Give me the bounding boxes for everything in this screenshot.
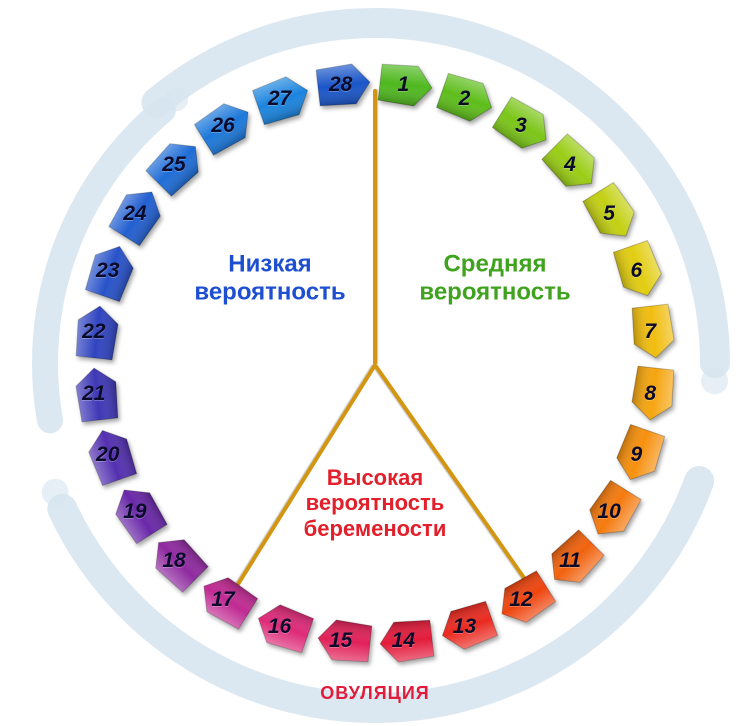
zone-low-label: Низкая вероятность (194, 250, 345, 305)
day-number: 11 (545, 539, 601, 583)
day-node: 13 (439, 605, 495, 649)
day-number: 22 (69, 310, 125, 354)
day-node: 16 (255, 605, 311, 649)
day-number: 24 (110, 192, 166, 236)
day-node: 26 (198, 104, 254, 148)
day-number: 15 (316, 619, 372, 663)
day-node: 7 (625, 310, 681, 354)
day-node: 4 (545, 143, 601, 187)
day-number: 8 (625, 372, 681, 416)
zone-medium-label: Средняя вероятность (419, 250, 570, 305)
day-node: 15 (316, 619, 372, 663)
day-node: 12 (496, 578, 552, 622)
day-node: 25 (149, 143, 205, 187)
day-node: 1 (378, 63, 434, 107)
day-node: 20 (83, 433, 139, 477)
day-node: 23 (83, 249, 139, 293)
day-number: 28 (316, 63, 372, 107)
cycle-diagram: 1 2 (55, 43, 695, 683)
day-number: 25 (149, 143, 205, 187)
day-number: 3 (496, 104, 552, 148)
day-number: 16 (255, 605, 311, 649)
day-node: 19 (110, 490, 166, 534)
day-number: 9 (611, 433, 667, 477)
day-node: 11 (545, 539, 601, 583)
day-node: 14 (378, 619, 434, 663)
day-node: 3 (496, 104, 552, 148)
day-number: 4 (545, 143, 601, 187)
day-node: 5 (584, 192, 640, 236)
day-number: 5 (584, 192, 640, 236)
day-node: 24 (110, 192, 166, 236)
day-number: 17 (198, 578, 254, 622)
day-number: 6 (611, 249, 667, 293)
day-number: 18 (149, 539, 205, 583)
day-number: 7 (625, 310, 681, 354)
day-number: 20 (83, 433, 139, 477)
day-number: 12 (496, 578, 552, 622)
day-node: 21 (69, 372, 125, 416)
day-number: 14 (378, 619, 434, 663)
day-number: 27 (255, 77, 311, 121)
day-number: 13 (439, 605, 495, 649)
day-number: 19 (110, 490, 166, 534)
day-number: 1 (378, 63, 434, 107)
zone-high-label: Высокая вероятность беремености (304, 465, 447, 541)
day-number: 2 (439, 77, 495, 121)
divider-line (373, 89, 377, 365)
day-node: 10 (584, 490, 640, 534)
ovulation-label: ОВУЛЯЦИЯ (320, 683, 429, 704)
day-node: 28 (316, 63, 372, 107)
day-node: 27 (255, 77, 311, 121)
day-node: 17 (198, 578, 254, 622)
day-node: 8 (625, 372, 681, 416)
day-number: 23 (83, 249, 139, 293)
day-node: 2 (439, 77, 495, 121)
day-node: 9 (611, 433, 667, 477)
day-number: 10 (584, 490, 640, 534)
day-node: 6 (611, 249, 667, 293)
day-number: 21 (69, 372, 125, 416)
day-node: 18 (149, 539, 205, 583)
day-node: 22 (69, 310, 125, 354)
day-number: 26 (198, 104, 254, 148)
